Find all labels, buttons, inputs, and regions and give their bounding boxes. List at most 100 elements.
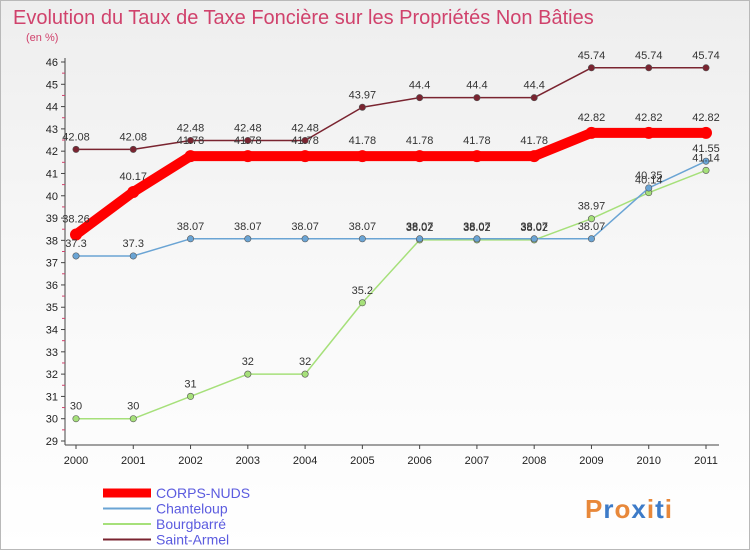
data-label: 42.82 [692,112,720,124]
data-label: 41.78 [406,135,434,147]
data-point [587,64,595,72]
data-point [244,370,252,378]
data-label: 40.17 [120,171,148,183]
data-label: 42.48 [234,122,262,134]
data-point [301,136,309,144]
logo-letter: t [655,494,665,524]
data-label: 45.74 [635,50,663,62]
x-tick-label: 2010 [636,455,660,467]
data-label: 31 [184,378,196,390]
y-tick-label: 34 [46,325,58,337]
data-point [241,150,254,163]
legend: CORPS-NUDSChanteloupBourgbarréSaint-Arme… [103,485,250,548]
data-label: 43.97 [349,89,377,101]
data-point [358,103,366,111]
data-point [645,64,653,72]
data-label: 42.82 [635,112,663,124]
data-label: 44.4 [523,80,544,92]
logo-letter: x [631,494,646,524]
x-tick-label: 2008 [522,455,546,467]
proxiti-logo: Proxiti [585,494,672,524]
data-label: 41.78 [291,135,319,147]
data-label: 42.82 [578,112,606,124]
series-line-corps-nuds [71,127,711,240]
data-point [72,415,80,423]
data-label: 41.55 [692,143,720,155]
data-label: 37.3 [65,238,86,250]
data-label: 41.78 [349,135,377,147]
legend-label: Saint-Armel [156,532,229,548]
data-point [301,370,309,378]
data-label: 42.08 [120,131,148,143]
data-label: 38.07 [349,221,377,233]
data-label: 41.78 [463,135,491,147]
data-point [528,150,541,163]
data-label: 38.07 [578,221,606,233]
y-tick-label: 46 [46,57,58,69]
data-label: 30 [70,401,82,413]
y-tick-label: 45 [46,79,58,91]
axes: 29 30 31 32 33 34 35 36 37 38 39 40 41 42 43 44 45 46 2000… [46,57,719,467]
data-point [416,94,424,102]
x-tick-label: 2009 [579,455,603,467]
x-tick-label: 2003 [236,455,260,467]
data-point [470,150,483,163]
data-point [187,392,195,400]
data-point [702,64,710,72]
x-tick-label: 2004 [293,455,317,467]
x-tick-label: 2000 [64,455,88,467]
data-point [530,235,538,243]
series-line-chanteloup [75,160,707,257]
data-labels: 42.08 42.08 42.48 42.48 42.48 43.97 44.4 44.4 44… [62,50,720,413]
data-label: 42.48 [177,122,205,134]
logo-letter: P [585,494,603,524]
data-label: 38.07 [520,221,548,233]
series-line-saint-armel [75,67,707,151]
y-tick-label: 32 [46,369,58,381]
data-label: 38.02 [463,222,491,234]
x-tick-label: 2001 [121,455,145,467]
data-label: 44.4 [409,80,430,92]
data-label: 38.07 [234,221,262,233]
data-label: 40.35 [635,170,663,182]
data-point [530,94,538,102]
x-tick-label: 2007 [465,455,489,467]
data-point [473,94,481,102]
y-tick-label: 31 [46,391,58,403]
data-point [702,157,710,165]
y-tick-label: 40 [46,191,58,203]
data-label: 38.07 [406,221,434,233]
data-label: 32 [242,356,254,368]
data-label: 32 [299,356,311,368]
y-tick-label: 41 [46,168,58,180]
y-tick-label: 44 [46,102,58,114]
data-point [585,126,598,139]
data-point [702,166,710,174]
legend-label: CORPS-NUDS [156,485,250,501]
data-point [129,415,137,423]
logo-letter: i [647,494,655,524]
data-label: 42.48 [291,122,319,134]
y-tick-label: 38 [46,235,58,247]
data-point [356,150,369,163]
data-label: 35.2 [352,285,373,297]
data-label: 38.26 [62,214,90,226]
data-point [299,150,312,163]
data-label: 38.07 [177,221,205,233]
data-point [244,235,252,243]
data-point [184,150,197,163]
chart-title: Evolution du Taux de Taxe Foncière sur l… [13,7,594,29]
data-label: 42.08 [62,131,90,143]
data-label: 38.02 [406,222,434,234]
data-label: 41.78 [520,135,548,147]
data-point [416,235,424,243]
data-point [358,235,366,243]
data-label: 38.07 [463,221,491,233]
data-label: 40.14 [635,175,663,187]
data-point [587,215,595,223]
data-label: 38.07 [291,221,319,233]
data-point [301,235,309,243]
data-label: 30 [127,401,139,413]
